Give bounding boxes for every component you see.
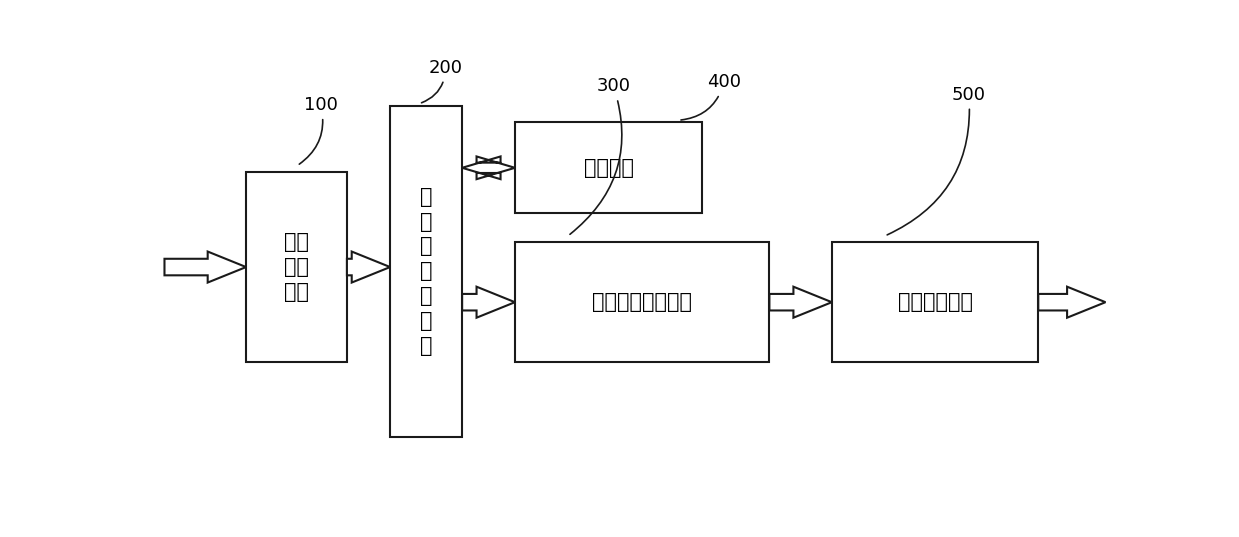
Bar xyxy=(515,242,769,362)
Polygon shape xyxy=(462,156,515,179)
Text: 红外焦平面探测器: 红外焦平面探测器 xyxy=(592,292,693,312)
Polygon shape xyxy=(347,251,390,282)
Text: 多
方
向
起
偏
单
元: 多 方 向 起 偏 单 元 xyxy=(420,187,432,355)
Text: 100: 100 xyxy=(300,96,337,164)
Polygon shape xyxy=(769,287,831,318)
Bar xyxy=(831,242,1038,362)
Text: 红外
光学
镜头: 红外 光学 镜头 xyxy=(284,232,309,302)
Polygon shape xyxy=(165,251,247,282)
Bar xyxy=(390,106,462,437)
Text: 图像处理单元: 图像处理单元 xyxy=(897,292,973,312)
Bar xyxy=(247,172,347,362)
Text: 300: 300 xyxy=(570,77,631,234)
Text: 200: 200 xyxy=(421,59,462,103)
Text: 控制单元: 控制单元 xyxy=(584,158,633,178)
Text: 500: 500 xyxy=(887,86,986,235)
Polygon shape xyxy=(462,287,515,318)
Bar xyxy=(515,122,703,213)
Text: 400: 400 xyxy=(681,74,741,120)
Polygon shape xyxy=(1038,287,1105,318)
